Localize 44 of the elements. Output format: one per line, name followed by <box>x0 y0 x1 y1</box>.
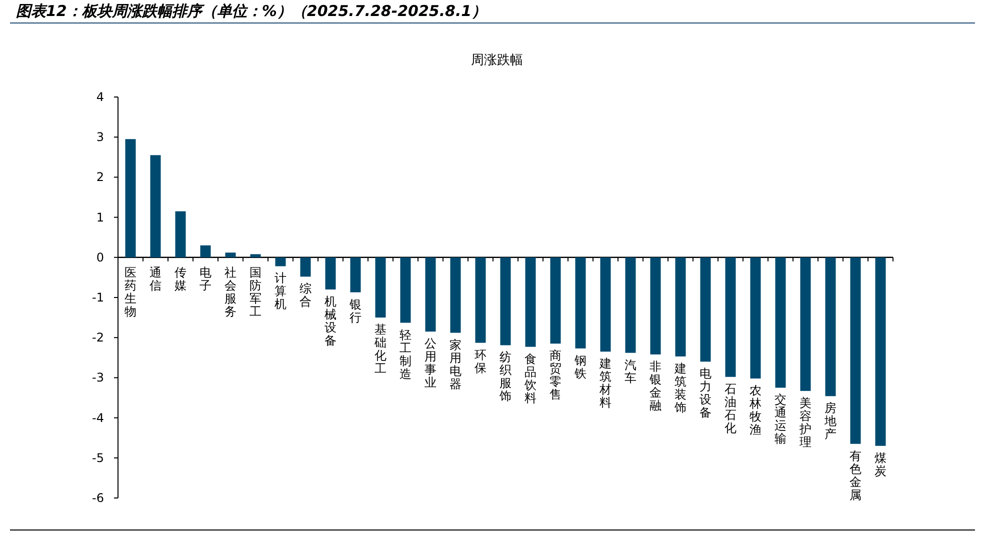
title: 图表12：板块周涨跌幅排序（单位：%）（2025.7.28-2025.8.1） <box>16 2 487 20</box>
category-label: 房地产 <box>824 401 836 442</box>
category-label: 石油石化 <box>724 382 736 435</box>
category-label: 银行 <box>350 297 362 324</box>
category-label: 电子 <box>200 265 212 292</box>
y-tick-label: 4 <box>96 90 104 104</box>
category-label: 家用电器 <box>450 338 462 391</box>
y-tick-label: 1 <box>96 210 104 224</box>
category-label: 社会服务 <box>224 265 236 318</box>
y-tick-label: -1 <box>92 290 104 304</box>
category-label: 传媒 <box>174 265 186 292</box>
category-label: 纺织服饰 <box>500 350 512 404</box>
y-tick-label: 2 <box>96 170 104 184</box>
category-label: 轻工制造 <box>400 328 412 381</box>
category-label: 非银金融 <box>650 359 662 412</box>
category-label: 公用事业 <box>424 336 436 390</box>
category-label: 煤炭 <box>874 450 886 478</box>
category-label: 计算机 <box>274 271 286 312</box>
y-tick-label: -4 <box>92 410 104 425</box>
category-label: 钢铁 <box>574 353 586 380</box>
subtitle: 周涨跌幅 <box>471 53 523 68</box>
category-label: 基础化工 <box>374 322 386 376</box>
category-label: 机械设备 <box>324 294 336 348</box>
category-label: 国防军工 <box>250 265 262 318</box>
category-label: 综合 <box>300 282 312 309</box>
category-label: 医药生物 <box>124 265 136 318</box>
category-label: 美容护理 <box>800 396 812 449</box>
category-label: 环保 <box>474 348 486 375</box>
category-label: 商贸零售 <box>550 348 562 402</box>
y-tick-label: 3 <box>96 130 104 144</box>
category-label: 有色金属 <box>850 448 862 502</box>
category-label: 建筑材料 <box>600 356 612 410</box>
category-label: 食品饮料 <box>524 352 536 405</box>
y-tick-label: -3 <box>92 370 104 385</box>
category-label: 电力设备 <box>700 366 712 420</box>
category-label: 交通运输 <box>774 392 786 446</box>
category-label: 汽车 <box>624 358 636 385</box>
category-label: 农林牧渔 <box>750 384 762 436</box>
category-label: 建筑装饰 <box>674 361 686 414</box>
y-tick-label: -2 <box>92 330 104 345</box>
y-tick-label: 0 <box>96 250 104 264</box>
y-tick-label: -6 <box>92 491 104 505</box>
category-label: 通信 <box>150 265 162 292</box>
y-tick-label: -5 <box>92 450 104 465</box>
